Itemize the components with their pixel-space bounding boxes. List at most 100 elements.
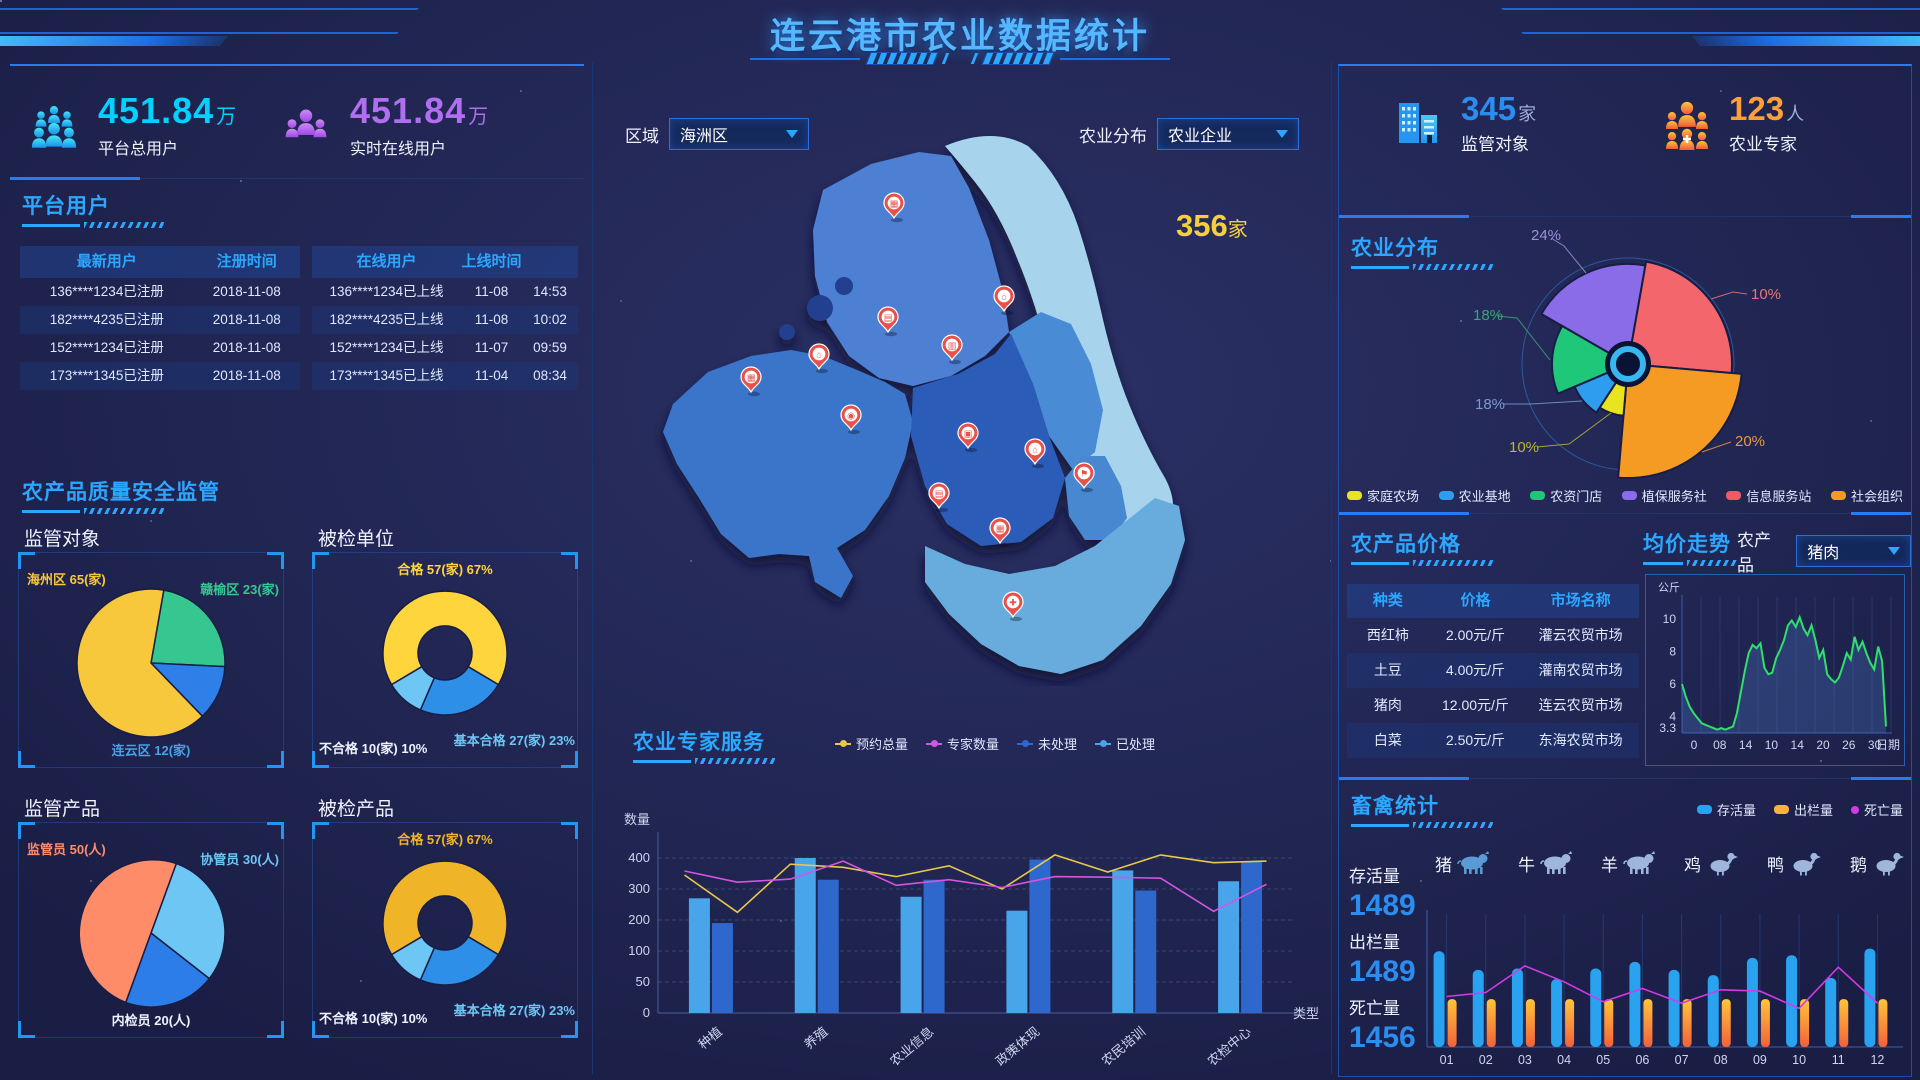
svg-text:农民培训: 农民培训 [1099,1024,1148,1068]
svg-text:日期: 日期 [1876,738,1900,752]
bar-done [688,898,710,1013]
map-region-south-district[interactable] [925,498,1185,674]
livestock-legend: 存活量 出栏量 死亡量 [1639,800,1903,819]
svg-text:农业信息: 农业信息 [887,1024,936,1068]
stat-value: 1489 [1349,889,1416,922]
region-select-label: 区域 [625,126,659,146]
livestock-stat-存活量: 存活量 1489 [1349,862,1416,923]
svg-text:养殖: 养殖 [801,1024,831,1052]
animal-icons-row: 猪牛羊鸡鸭鹅 [1435,850,1907,876]
legend-item-出栏量[interactable]: 出栏量 [1773,800,1833,819]
city-map: ▦ ▤ ⌂ ▥ ⌂ ▦ ◉ ▣ ⌂ ⚑ ▤ ▦ ✚ [663,136,1185,674]
legend-item-家庭农场[interactable]: 家庭农场 [1347,486,1419,505]
stat-value: 123 人 [1729,90,1805,127]
map-pin[interactable]: ✚ [1002,591,1024,622]
bar-out [1839,999,1849,1047]
table-cell: 11-04 [474,368,509,383]
pie-slice-不合格 [390,935,436,981]
map-pin-glyph: ▤ [935,488,944,498]
stat-value: 1456 [1349,1021,1416,1054]
legend-item-专家数量[interactable]: 专家数量 [926,734,999,753]
bar-pending [1029,859,1051,1013]
svg-text:4: 4 [1669,710,1676,724]
divider [1339,215,1911,218]
map-pin[interactable]: ▦ [989,517,1011,548]
header-sub-decoration [0,52,1920,65]
animal-鸭: 鸭 [1767,850,1824,876]
legend-item-信息服务站[interactable]: 信息服务站 [1726,486,1811,505]
legend-label: 专家数量 [947,737,1000,752]
svg-text:10: 10 [1663,612,1677,626]
table-row: 猪肉 12.00元/斤 连云农贸市场 [1347,688,1639,723]
legend-item-未处理[interactable]: 未处理 [1017,734,1077,753]
legend-label: 植保服务社 [1641,489,1707,504]
price-table: 种类 价格 市场名称 西红柿 2.00元/斤 灌云农贸市场 土豆 4.00元/斤 灌南农贸市场猪… [1347,584,1639,758]
map-pin[interactable]: ▤ [877,306,899,337]
distribution-select-value: 农业企业 [1168,128,1233,145]
online-table: 在线用户 上线时间 136****1234已上线 11-08 14:53 182****4… [312,246,578,390]
map-pin[interactable]: ◉ [840,404,862,435]
header: 连云港市农业数据统计 [0,0,1920,65]
quality-charts: 监管对象 赣榆区 23(家) 连云区 12(家) 海州区 65(家) 被检单位 合格 57… [10,66,584,1074]
table-cell: 08:34 [533,368,567,383]
map-pin-glyph: ⚑ [1080,468,1088,478]
legend-item-农资门店[interactable]: 农资门店 [1530,486,1602,505]
table-cell: 12.00元/斤 [1442,697,1509,713]
map-region-west-district[interactable] [663,350,913,598]
table-row: 173****1345已注册 2018-11-08 [20,362,300,390]
divider [1339,512,1911,515]
map-pin[interactable]: ⌂ [808,343,830,374]
rose-percent-label: 20% [1735,433,1765,450]
table-cell: 2018-11-08 [212,368,281,383]
legend-item-农业基地[interactable]: 农业基地 [1438,486,1511,505]
animal-鸡: 鸡 [1684,850,1741,876]
pie-label-基本合格: 基本合格 27(家) 23% [453,733,575,748]
legend-item-存活量[interactable]: 存活量 [1696,800,1756,819]
region-select[interactable]: 海洲区 [669,118,809,150]
section-title-quality: 农产品质量安全监管 [22,481,220,504]
map-pin[interactable]: ▣ [957,422,979,453]
table-cell: 182****4235已上线 [329,312,444,327]
map-pin[interactable]: ▦ [740,366,762,397]
line-专家数量 [684,860,1267,913]
pie-slice-内检员 [124,931,211,1008]
bar-out [1486,999,1496,1047]
map-pin[interactable]: ⌂ [1024,438,1046,469]
distribution-select[interactable]: 农业企业 [1157,118,1299,150]
product-select-value: 猪肉 [1807,545,1840,562]
map-pin[interactable]: ⚑ [1073,462,1095,493]
map-region-northeast-district[interactable] [1009,312,1103,470]
table-cell: 2018-11-08 [212,284,281,299]
map-pin[interactable]: ▦ [883,192,905,223]
legend-item-预约总量[interactable]: 预约总量 [835,734,908,753]
pie-slice-合格 [382,860,508,956]
pie-label-内检员: 内检员 20(人) [111,1013,191,1028]
legend-item-已处理[interactable]: 已处理 [1095,734,1155,753]
pie-slice-协管员 [150,862,226,980]
product-select[interactable]: 猪肉 [1796,535,1911,567]
section-underline [1643,560,1739,566]
map-pin[interactable]: ⌂ [993,285,1015,316]
map-pin[interactable]: ▥ [941,334,963,365]
监管对象-chart [76,588,226,738]
legend-item-社会组织[interactable]: 社会组织 [1830,486,1903,505]
legend-item-死亡量[interactable]: 死亡量 [1850,800,1903,819]
pie-slice-合格 [382,590,508,686]
map-region-northwest-district[interactable] [813,152,1009,386]
bar-pending [817,879,839,1013]
pie-slice-基本合格 [419,935,500,986]
bar-pending [711,923,733,1013]
animal-猪: 猪 [1435,850,1492,876]
map-pin-glyph: ▤ [884,312,893,322]
table-cell: 2.00元/斤 [1445,627,1506,643]
header-decoration-right [1360,4,1920,52]
pie-label-不合格: 不合格 10(家) 10% [319,741,428,756]
section-title-livestock: 畜禽统计 [1351,795,1439,818]
table-cell: 2018-11-08 [212,340,281,355]
bird-icon [1793,852,1821,876]
rose-slice-社会组织 [1617,362,1743,480]
map-pin[interactable]: ▤ [928,482,950,513]
legend-item-植保服务社[interactable]: 植保服务社 [1621,486,1707,505]
bar-alive [1746,957,1758,1047]
column-header: 市场名称 [1550,592,1611,609]
